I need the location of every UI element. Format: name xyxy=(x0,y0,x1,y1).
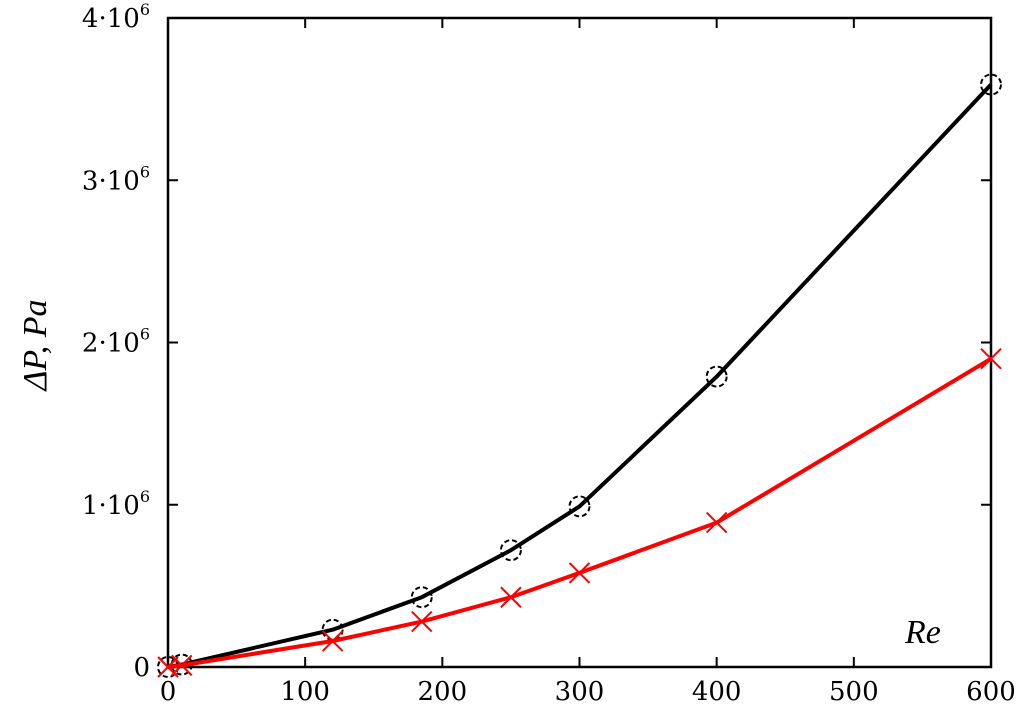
tick-labels: 0 100 200 300 400 500 600 0 1·106 2·106 3·106 4·106 xyxy=(82,0,1016,707)
data-point xyxy=(321,618,344,641)
x-tick-label: 400 xyxy=(692,677,742,707)
data-point xyxy=(980,73,1002,96)
x-tick-label: 600 xyxy=(966,677,1016,707)
x-tick-label: 500 xyxy=(829,677,879,707)
series-line xyxy=(167,83,993,669)
x-tick-label: 200 xyxy=(418,677,468,707)
data-point xyxy=(568,495,591,518)
data-point xyxy=(705,511,728,534)
x-axis-label: Re xyxy=(904,614,941,651)
y-tick-label: 4·106 xyxy=(82,0,150,34)
data-point xyxy=(705,365,728,388)
y-tick-label: 1·106 xyxy=(82,487,150,521)
y-tick-label: 2·106 xyxy=(82,325,150,359)
data-point xyxy=(171,654,193,677)
x-tick-label: 100 xyxy=(280,677,330,707)
x-tick-label: 0 xyxy=(160,677,177,707)
series-group xyxy=(157,73,1002,678)
series-0 xyxy=(157,73,1002,678)
data-point xyxy=(321,630,344,652)
y-tick-label: 0 xyxy=(133,653,150,683)
series-line xyxy=(167,356,993,669)
axis-ticks xyxy=(167,17,992,668)
data-point xyxy=(410,586,433,609)
plot-frame xyxy=(166,16,993,669)
y-tick-label: 3·106 xyxy=(82,162,150,196)
data-point xyxy=(500,586,522,608)
data-point xyxy=(980,348,1002,370)
y-axis-label: ΔP, Pa xyxy=(17,299,54,392)
data-point xyxy=(411,610,433,633)
series-1 xyxy=(157,348,1002,678)
data-point xyxy=(568,562,591,584)
data-point xyxy=(499,539,522,562)
x-tick-label: 300 xyxy=(555,677,605,707)
